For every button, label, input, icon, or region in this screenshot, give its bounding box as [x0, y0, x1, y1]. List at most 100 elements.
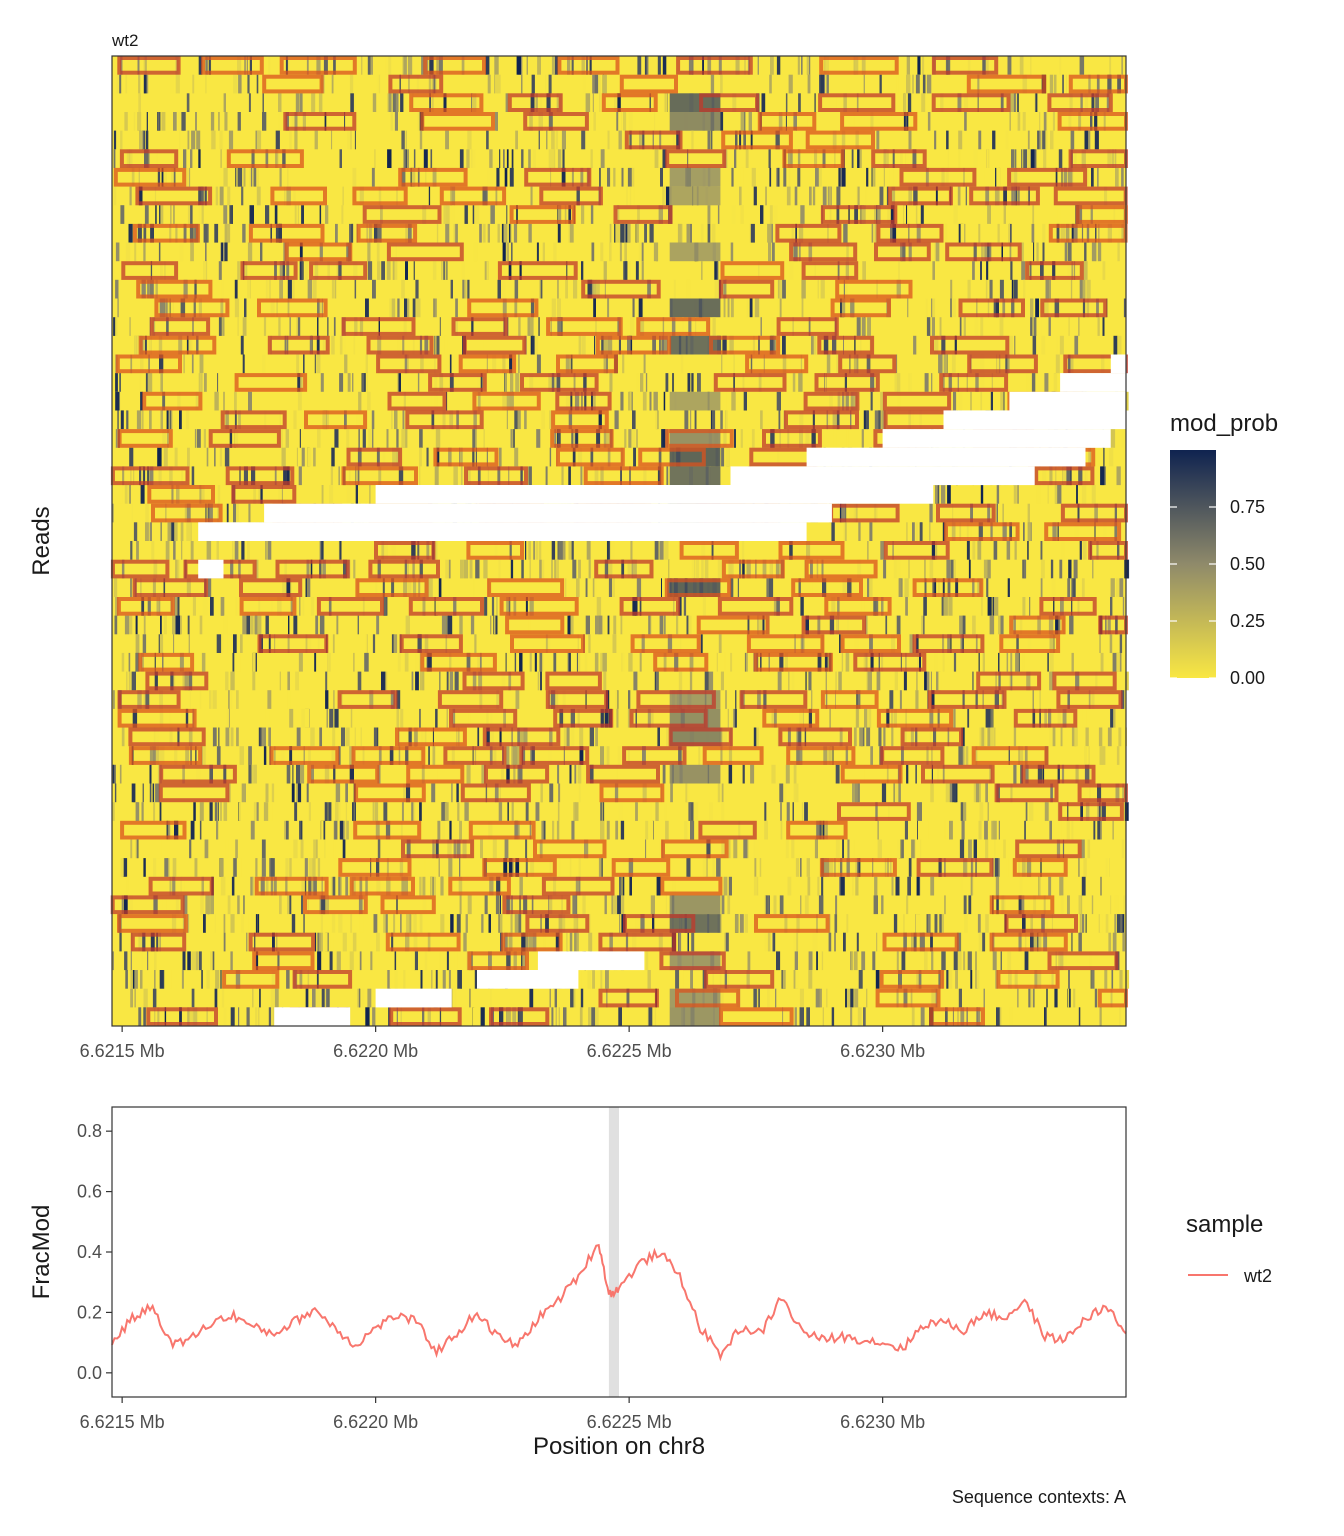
mod-stripe [973, 242, 977, 262]
mod-stripe [965, 858, 968, 877]
mod-stripe [1117, 242, 1120, 262]
mod-stripe [880, 541, 885, 560]
mod-stripe [472, 429, 477, 448]
enriched-block [669, 988, 721, 1008]
mod-stripe [360, 727, 362, 747]
mod-stripe [706, 839, 711, 859]
mod-stripe [572, 429, 575, 448]
mod-stripe [1110, 597, 1113, 616]
mod-stripe [319, 559, 322, 579]
mod-stripe [927, 112, 931, 131]
mod-stripe [587, 970, 592, 989]
mod-stripe [730, 56, 734, 75]
mod-stripe [199, 820, 202, 840]
footprint-box [819, 56, 899, 75]
mod-stripe [1076, 485, 1078, 504]
mod-stripe [917, 56, 921, 75]
mod-stripe [977, 914, 981, 933]
mod-stripe [354, 93, 356, 112]
mod-stripe [540, 914, 542, 933]
mod-stripe [947, 634, 950, 653]
mod-stripe [486, 727, 490, 747]
mod-stripe [419, 708, 421, 728]
mod-stripe [275, 130, 280, 150]
mod-stripe [186, 503, 191, 523]
enriched-block [669, 466, 721, 486]
mod-stripe [908, 186, 912, 206]
mod-stripe [497, 279, 501, 299]
mod-stripe [377, 223, 382, 243]
mod-stripe [140, 578, 142, 597]
mod-stripe [1078, 466, 1083, 486]
mod-stripe [968, 895, 972, 915]
mod-stripe [609, 373, 613, 392]
mod-stripe [178, 112, 182, 131]
mod-stripe [748, 112, 752, 131]
mod-stripe [854, 634, 860, 653]
mod-stripe [338, 802, 341, 821]
mod-stripe [788, 74, 793, 94]
mod-stripe [601, 335, 604, 355]
mod-stripe [1057, 522, 1059, 541]
mod-stripe [438, 858, 440, 877]
x-tick-label: 6.6215 Mb [80, 1412, 165, 1432]
mod-stripe [218, 112, 220, 131]
mod-stripe [1061, 167, 1063, 187]
mod-stripe [1037, 130, 1040, 150]
mod-stripe [930, 932, 933, 952]
footprint-box [882, 932, 959, 952]
mod-stripe [632, 298, 635, 318]
mod-stripe [189, 223, 194, 243]
mod-stripe [319, 727, 322, 747]
mod-stripe [539, 839, 543, 859]
mod-stripe [841, 298, 846, 318]
mod-stripe [1039, 690, 1041, 709]
mod-stripe [945, 1007, 948, 1026]
mod-stripe [1108, 447, 1114, 467]
mod-stripe [236, 167, 239, 187]
mod-stripe [402, 335, 405, 355]
mod-stripe [898, 578, 902, 597]
mod-stripe [820, 74, 824, 94]
mod-stripe [915, 764, 917, 784]
mod-stripe [1083, 261, 1088, 280]
mod-stripe [816, 559, 819, 579]
mod-stripe [957, 373, 959, 392]
mod-stripe [780, 820, 783, 840]
read-gap [882, 429, 1111, 448]
mod-stripe [548, 149, 554, 168]
mod-stripe [574, 764, 577, 784]
mod-stripe [530, 298, 535, 318]
mod-stripe [449, 373, 454, 392]
mod-stripe [779, 783, 784, 803]
mod-stripe [494, 56, 499, 75]
mod-stripe [283, 466, 287, 486]
mod-stripe [1081, 223, 1084, 243]
mod-stripe [519, 261, 522, 280]
mod-stripe [377, 559, 381, 579]
footprint-box [1012, 858, 1068, 877]
mod-stripe [642, 578, 647, 597]
mod-stripe [1065, 223, 1070, 243]
mod-stripe [394, 112, 398, 131]
footprint-box [624, 130, 683, 150]
mod-stripe [757, 690, 761, 709]
mod-stripe [757, 988, 760, 1008]
mod-stripe [173, 634, 175, 653]
mod-stripe [828, 186, 832, 206]
footprint-box [117, 914, 188, 933]
mod-stripe [165, 503, 167, 523]
mod-stripe [1009, 223, 1012, 243]
footprint-box [283, 112, 357, 131]
heatmap-x-axis: 6.6215 Mb 6.6220 Mb 6.6225 Mb 6.6230 Mb [80, 1026, 925, 1061]
mod-stripe [345, 783, 348, 803]
mod-stripe [180, 298, 186, 318]
mod-stripe [843, 93, 847, 112]
heatmap-reads [112, 56, 1130, 1026]
mod-stripe [340, 690, 343, 709]
mod-stripe [142, 783, 144, 803]
mod-stripe [333, 839, 336, 859]
mod-stripe [297, 112, 300, 131]
mod-stripe [785, 112, 787, 131]
mod-stripe [865, 615, 868, 635]
